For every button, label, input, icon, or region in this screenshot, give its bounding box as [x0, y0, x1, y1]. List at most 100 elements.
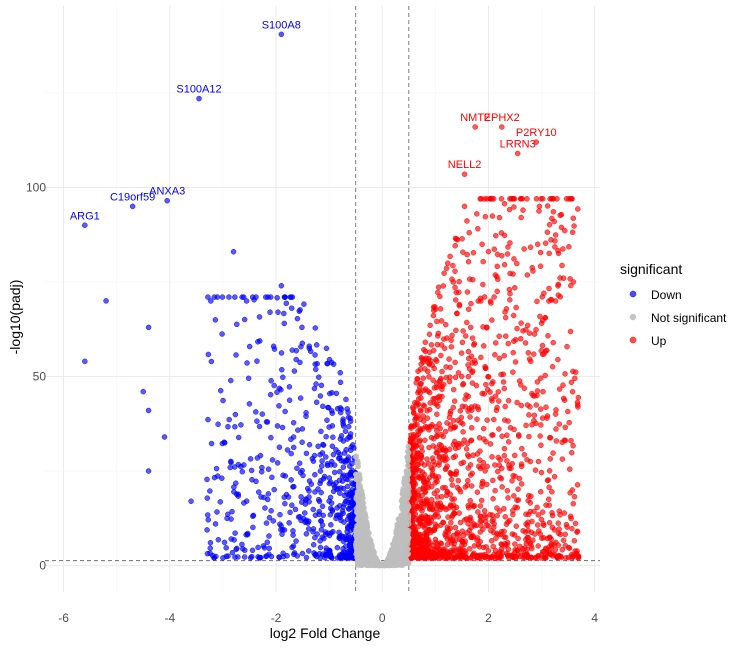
point-up [414, 450, 420, 457]
point-down [261, 494, 267, 501]
point-up [451, 398, 458, 404]
point-down [317, 393, 324, 399]
point-up [465, 258, 472, 265]
point-up [482, 468, 488, 474]
point-down [234, 545, 240, 552]
point-down [271, 486, 277, 493]
point-not-significant [399, 535, 405, 541]
point-down [327, 390, 333, 397]
point-up [544, 477, 551, 484]
point-down [291, 550, 298, 556]
point-down [348, 534, 354, 541]
point-down [319, 458, 325, 464]
point-up [443, 265, 450, 272]
point-not-significant [402, 560, 408, 566]
point-not-significant [405, 512, 412, 518]
point-up [452, 374, 459, 381]
point-down [319, 503, 326, 510]
point-down [263, 520, 270, 526]
point-down [275, 309, 281, 315]
point-up [531, 412, 538, 419]
point-up [546, 298, 552, 304]
point-down [300, 472, 306, 479]
point-up [447, 525, 454, 532]
point-up [420, 475, 426, 481]
point-down [310, 526, 317, 532]
gene-label-anxa3: ANXA3 [149, 186, 185, 198]
point-up [415, 396, 422, 402]
point-not-significant [354, 477, 361, 483]
point-up [553, 426, 559, 432]
point-up [510, 349, 516, 356]
point-up [509, 478, 515, 484]
point-up [444, 420, 450, 426]
point-up [459, 236, 465, 242]
point-down [291, 483, 297, 490]
point-up [484, 417, 490, 423]
point-down [312, 366, 319, 373]
point-up [557, 294, 563, 300]
point-up [440, 546, 447, 553]
point-down [205, 294, 211, 300]
point-up [421, 498, 428, 504]
point-up [438, 522, 444, 528]
point-up [524, 457, 530, 463]
point-down [208, 440, 215, 447]
point-up [538, 422, 544, 428]
point-up [429, 471, 436, 477]
point-up [498, 196, 505, 202]
point-up [505, 340, 512, 347]
point-up [470, 452, 476, 458]
point-up [534, 504, 540, 511]
point-down [340, 458, 347, 464]
point-down [228, 458, 234, 465]
point-up [411, 480, 417, 487]
point-down [259, 411, 266, 417]
point-up [462, 396, 468, 402]
point-up [434, 411, 440, 417]
point-up [564, 343, 570, 350]
point-up [426, 427, 432, 433]
point-up [455, 477, 462, 484]
point-up [485, 548, 492, 554]
point-down [312, 471, 318, 478]
point-up [540, 522, 547, 529]
point-down [276, 403, 282, 409]
point-up [468, 425, 475, 431]
point-up [426, 474, 433, 481]
point-up [461, 171, 468, 177]
point-up [569, 525, 575, 532]
point-up [538, 320, 545, 326]
point-down [269, 457, 276, 463]
point-up [431, 385, 438, 391]
point-down [279, 366, 285, 373]
point-down [257, 452, 264, 459]
point-up [434, 432, 440, 439]
point-down [326, 548, 333, 554]
point-down [284, 553, 290, 559]
point-up [460, 380, 467, 387]
point-not-significant [362, 544, 368, 551]
point-not-significant [404, 493, 411, 500]
point-up [552, 232, 559, 238]
point-up [470, 503, 477, 510]
point-up [414, 456, 420, 462]
point-up [512, 359, 519, 365]
point-up [528, 358, 534, 365]
point-up [435, 403, 441, 409]
point-down [317, 451, 323, 458]
point-not-significant [400, 524, 406, 530]
point-up [467, 324, 474, 331]
point-up [417, 514, 424, 520]
point-down [274, 460, 281, 466]
point-down [82, 222, 88, 229]
point-up [501, 352, 507, 359]
point-up [507, 270, 513, 277]
x-axis-title: log2 Fold Change [270, 625, 381, 641]
point-up [437, 425, 443, 432]
point-up [441, 445, 448, 452]
point-up [512, 541, 518, 547]
point-up [552, 411, 559, 417]
point-down [315, 496, 322, 503]
point-down [338, 433, 345, 439]
